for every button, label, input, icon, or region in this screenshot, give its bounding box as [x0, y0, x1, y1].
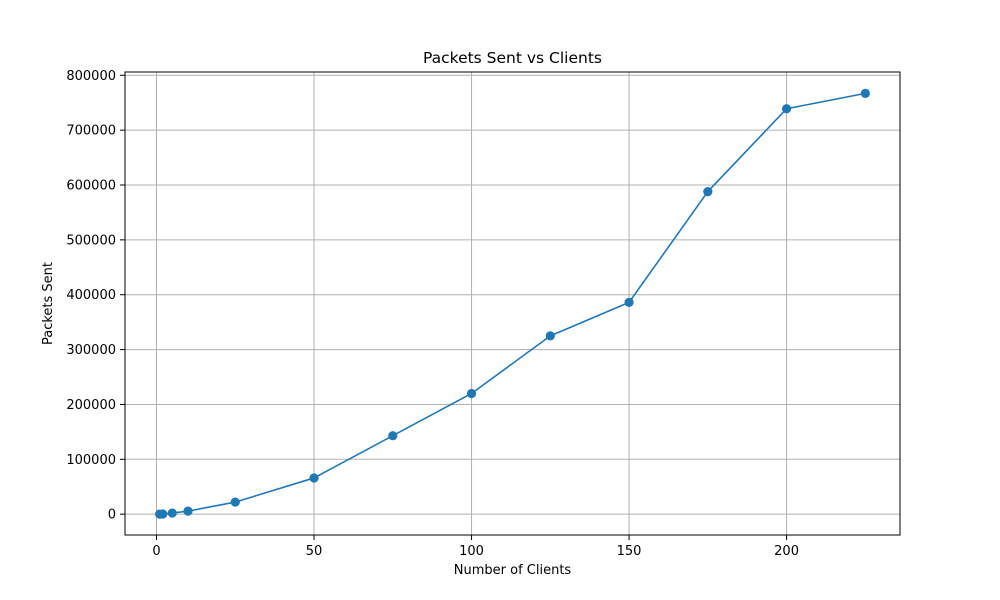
data-point	[183, 506, 193, 516]
chart-title: Packets Sent vs Clients	[423, 49, 602, 67]
y-tick-label: 0	[108, 508, 116, 523]
series-line	[159, 92, 866, 515]
x-tick-label: 200	[774, 544, 799, 559]
data-point	[545, 331, 555, 341]
y-tick-label: 300000	[66, 343, 116, 358]
data-point	[860, 88, 870, 98]
y-tick-label: 400000	[66, 288, 116, 303]
data-point	[167, 508, 177, 518]
plot-frame	[124, 71, 901, 536]
data-point	[230, 497, 240, 507]
x-tick-label: 100	[459, 544, 484, 559]
data-point	[388, 431, 398, 441]
x-axis-title: Number of Clients	[454, 563, 572, 578]
data-point	[309, 473, 319, 483]
data-point	[158, 509, 168, 519]
y-tick-label: 200000	[66, 398, 116, 413]
grid-lines	[125, 72, 900, 535]
data-point	[624, 297, 634, 308]
data-point	[703, 186, 713, 197]
series-layer	[155, 88, 870, 519]
x-tick-label: 50	[306, 544, 323, 559]
y-tick-label: 700000	[66, 124, 116, 139]
x-tick-label: 150	[617, 544, 642, 559]
y-axis-title: Packets Sent	[41, 262, 56, 345]
data-point	[466, 388, 477, 399]
data-point	[781, 104, 792, 114]
axis-ticks: 0 50 100 150 200 0 100000 200000 300000 400000 500…	[66, 69, 799, 559]
y-tick-label: 500000	[66, 233, 116, 248]
x-tick-label: 0	[152, 544, 160, 559]
y-tick-label: 100000	[66, 453, 116, 468]
y-tick-label: 800000	[66, 69, 116, 84]
y-tick-label: 600000	[66, 179, 116, 194]
